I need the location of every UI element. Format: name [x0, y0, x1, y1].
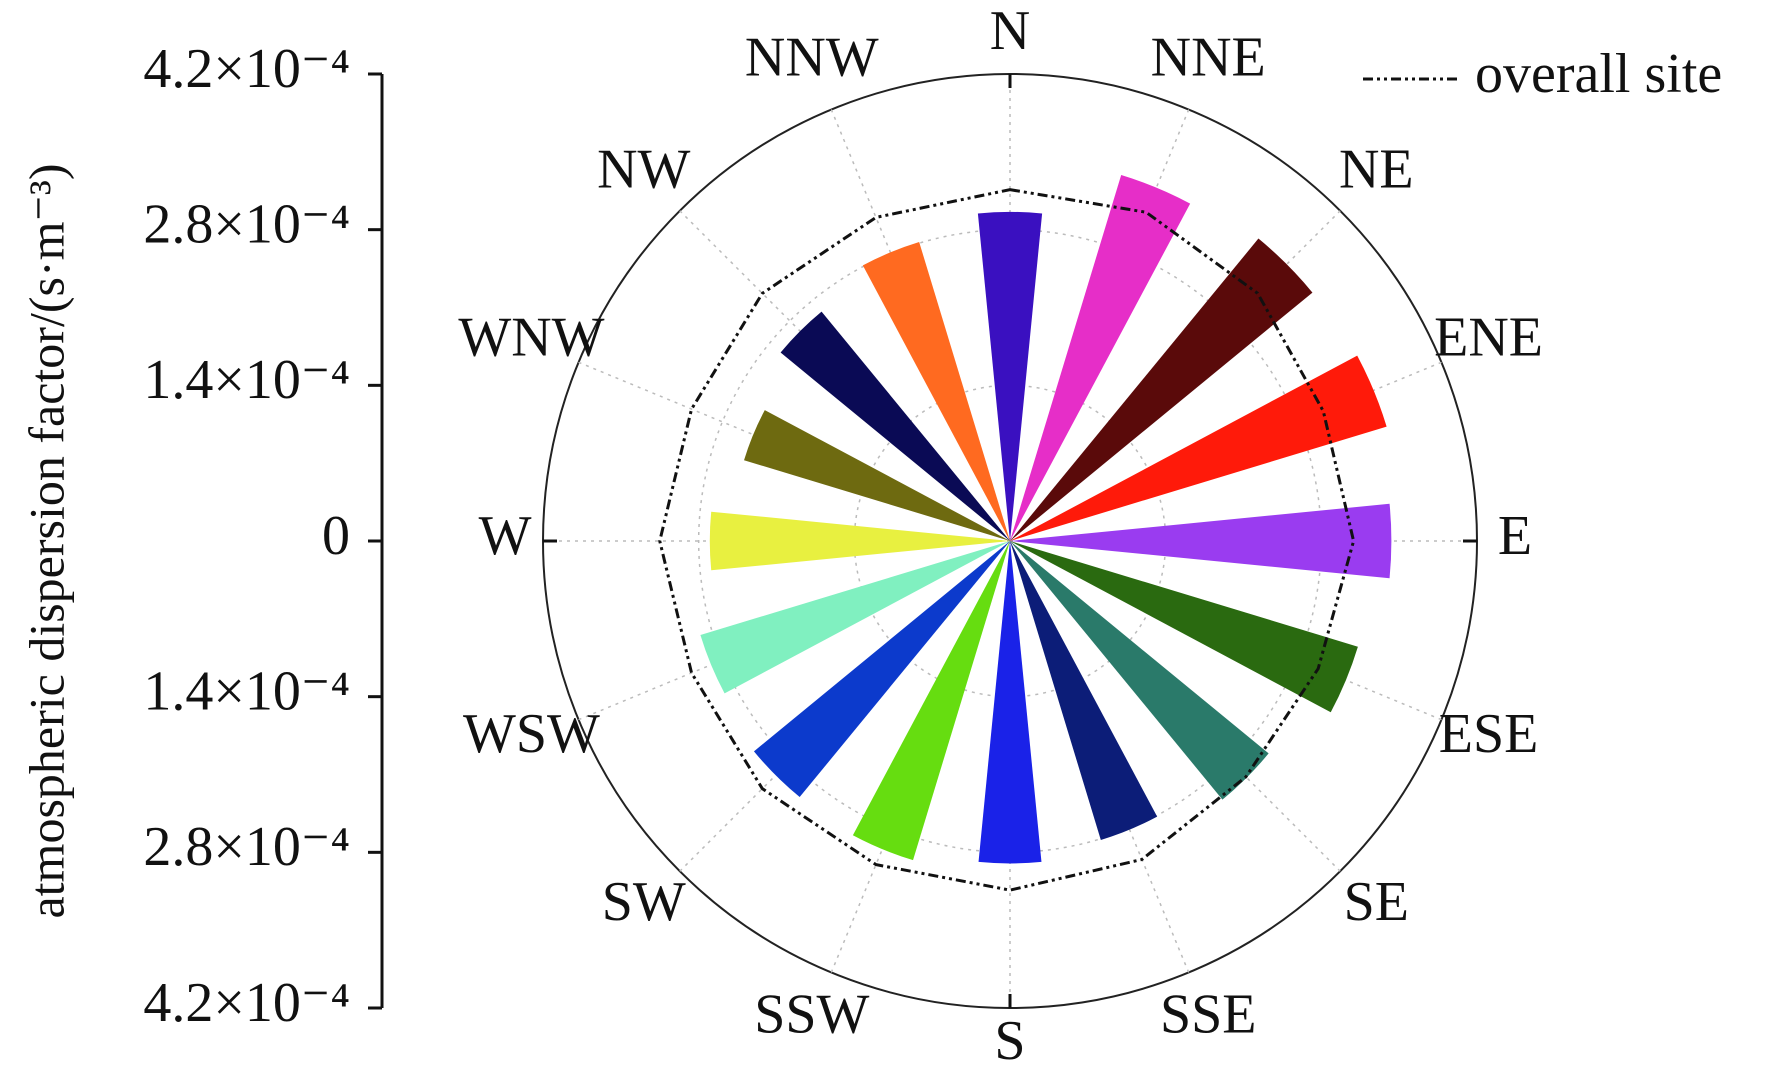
y-tick-label: 2.8×10⁻⁴ [143, 816, 350, 878]
y-tick-label: 2.8×10⁻⁴ [143, 194, 350, 256]
direction-label: NNW [745, 26, 879, 88]
direction-label: NE [1339, 139, 1414, 201]
y-tick-label: 0 [322, 505, 350, 567]
direction-label: SW [602, 871, 686, 933]
bar [978, 541, 1042, 864]
bar [1010, 238, 1313, 541]
y-tick-label: 4.2×10⁻⁴ [143, 972, 350, 1034]
bar [852, 541, 1010, 861]
bar [709, 511, 1010, 571]
bar [1010, 541, 1358, 713]
bar [744, 410, 1010, 541]
direction-label: ESE [1439, 703, 1539, 765]
bar [1010, 503, 1392, 579]
direction-label: NW [597, 139, 690, 201]
bar [780, 311, 1010, 541]
direction-label: E [1498, 505, 1532, 567]
bar [1010, 355, 1387, 541]
direction-label: N [990, 0, 1030, 62]
y-axis-title: atmospheric dispersion factor/(s·m⁻³) [18, 163, 74, 918]
direction-label: SSE [1160, 983, 1257, 1045]
direction-label: WSW [463, 703, 600, 765]
direction-label: SE [1344, 871, 1409, 933]
direction-label: ENE [1434, 307, 1543, 369]
bar [1010, 541, 1158, 840]
bar [1010, 541, 1269, 800]
bar [1010, 175, 1191, 541]
direction-label: WNW [458, 307, 604, 369]
y-tick-label: 1.4×10⁻⁴ [143, 349, 350, 411]
direction-label: SSW [754, 983, 869, 1045]
bar [700, 541, 1010, 694]
direction-label: S [994, 1010, 1025, 1072]
bar [753, 541, 1010, 798]
y-tick-label: 1.4×10⁻⁴ [143, 661, 350, 723]
bar [862, 242, 1010, 541]
y-tick-label: 4.2×10⁻⁴ [143, 38, 350, 100]
direction-label: NNE [1151, 26, 1266, 88]
overall-line [658, 188, 1356, 892]
bar [977, 211, 1043, 542]
legend-label: overall site [1475, 43, 1722, 105]
direction-label: W [479, 505, 532, 567]
